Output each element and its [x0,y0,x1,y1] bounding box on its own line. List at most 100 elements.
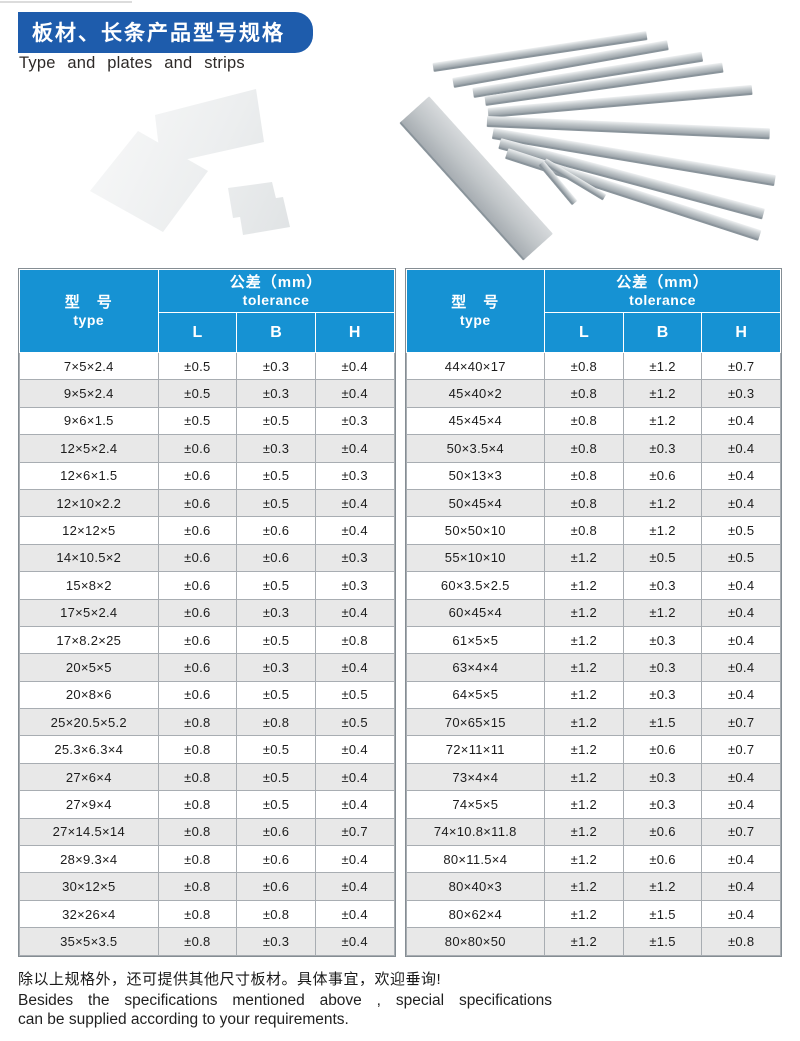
col-header-l: L [157,312,238,353]
cell-tolerance-h: ±0.7 [701,817,781,847]
cell-tolerance-b: ±1.2 [622,598,703,627]
cell-tolerance-h: ±0.4 [701,406,781,436]
table-row: 45×40×2 ±0.8 ±1.2 ±0.3 [405,379,781,408]
table-row: 50×13×3 ±0.8 ±0.6 ±0.4 [405,461,781,490]
cell-tolerance-l: ±1.2 [544,817,624,847]
cell-tolerance-b: ±0.3 [236,351,316,381]
strips-photo [390,18,792,263]
cell-tolerance-h: ±0.5 [314,708,395,737]
col-header-b: B [236,312,316,353]
cell-tolerance-h: ±0.4 [701,625,781,655]
cell-type: 50×3.5×4 [405,434,546,463]
cell-tolerance-h: ±0.3 [314,571,395,600]
cell-type: 27×14.5×14 [19,817,159,847]
cell-tolerance-h: ±0.5 [701,516,781,545]
cell-tolerance-b: ±0.3 [236,927,316,956]
cell-tolerance-b: ±0.6 [622,845,703,874]
spec-table-right: 型 号 type 公差（mm） tolerance L B H [405,269,782,956]
cell-type: 28×9.3×4 [19,845,159,874]
cell-tolerance-l: ±1.2 [544,598,624,627]
table-row: 30×12×5 ±0.8 ±0.6 ±0.4 [19,872,395,901]
tolerance-header-en: tolerance [629,292,696,308]
cell-tolerance-l: ±1.2 [544,872,624,901]
top-rule [0,1,132,3]
cell-tolerance-b: ±0.3 [622,680,703,710]
left-table-body: 7×5×2.4 ±0.5 ±0.3 ±0.4 9×5×2.4 ±0.5 ±0.3… [19,351,395,956]
cell-tolerance-b: ±0.6 [236,543,316,573]
table-row: 80×62×4 ±1.2 ±1.5 ±0.4 [405,899,781,929]
footer-note: 除以上规格外，还可提供其他尺寸板材。具体事宜，欢迎垂询! Besides the… [18,970,552,1029]
cell-tolerance-l: ±0.6 [157,543,238,573]
cell-tolerance-b: ±1.2 [622,406,703,436]
cell-type: 70×65×15 [405,708,546,737]
cell-tolerance-l: ±1.2 [544,735,624,764]
cell-tolerance-l: ±0.8 [544,516,624,545]
cell-tolerance-l: ±0.8 [544,434,624,463]
cell-tolerance-b: ±1.2 [622,872,703,901]
cell-tolerance-b: ±0.3 [236,653,316,682]
cell-tolerance-l: ±1.2 [544,571,624,600]
cell-tolerance-h: ±0.3 [314,406,395,436]
tolerance-header-zh: 公差（mm） [616,274,709,291]
cell-tolerance-h: ±0.4 [701,762,781,792]
cell-tolerance-h: ±0.4 [314,516,395,545]
cell-tolerance-b: ±1.2 [622,379,703,408]
cell-tolerance-l: ±0.8 [157,872,238,901]
cell-tolerance-h: ±0.7 [701,351,781,381]
table-row: 50×50×10 ±0.8 ±1.2 ±0.5 [405,516,781,545]
cell-tolerance-l: ±0.8 [157,790,238,819]
cell-tolerance-h: ±0.4 [701,571,781,600]
cell-tolerance-h: ±0.4 [701,845,781,874]
table-row: 20×5×5 ±0.6 ±0.3 ±0.4 [19,653,395,682]
cell-tolerance-b: ±0.3 [622,790,703,819]
cell-tolerance-b: ±0.3 [236,598,316,627]
cell-tolerance-h: ±0.4 [314,845,395,874]
cell-tolerance-h: ±0.4 [701,872,781,901]
tolerance-column-header: 公差（mm） tolerance [544,269,781,313]
cell-tolerance-l: ±0.5 [157,351,238,381]
cell-tolerance-b: ±0.5 [236,735,316,764]
footer-note-en-line1: Besides the specifications mentioned abo… [18,992,552,1009]
table-row: 80×11.5×4 ±1.2 ±0.6 ±0.4 [405,845,781,874]
cell-type: 45×45×4 [405,406,546,436]
cell-tolerance-l: ±1.2 [544,625,624,655]
cell-tolerance-b: ±0.6 [236,845,316,874]
cell-type: 30×12×5 [19,872,159,901]
cell-tolerance-l: ±0.8 [544,406,624,436]
table-row: 73×4×4 ±1.2 ±0.3 ±0.4 [405,762,781,792]
table-row: 80×80×50 ±1.2 ±1.5 ±0.8 [405,927,781,956]
cell-tolerance-l: ±0.6 [157,516,238,545]
plate-image-small-top [228,182,279,218]
cell-tolerance-h: ±0.8 [314,625,395,655]
cell-tolerance-l: ±0.8 [544,461,624,490]
cell-type: 60×45×4 [405,598,546,627]
table-row: 12×6×1.5 ±0.6 ±0.5 ±0.3 [19,461,395,490]
cell-type: 12×10×2.2 [19,488,159,518]
cell-tolerance-l: ±0.6 [157,625,238,655]
cell-tolerance-b: ±1.5 [622,899,703,929]
cell-type: 63×4×4 [405,653,546,682]
table-row: 12×5×2.4 ±0.6 ±0.3 ±0.4 [19,434,395,463]
cell-tolerance-h: ±0.4 [701,598,781,627]
table-row: 27×9×4 ±0.8 ±0.5 ±0.4 [19,790,395,819]
cell-tolerance-b: ±0.6 [622,461,703,490]
cell-tolerance-b: ±0.5 [236,571,316,600]
table-row: 45×45×4 ±0.8 ±1.2 ±0.4 [405,406,781,436]
cell-tolerance-h: ±0.4 [314,598,395,627]
col-header-b: B [622,312,703,353]
cell-type: 44×40×17 [405,351,546,381]
cell-tolerance-b: ±1.5 [622,927,703,956]
table-row: 44×40×17 ±0.8 ±1.2 ±0.7 [405,351,781,381]
cell-type: 35×5×3.5 [19,927,159,956]
col-header-l: L [544,312,624,353]
table-row: 72×11×11 ±1.2 ±0.6 ±0.7 [405,735,781,764]
cell-tolerance-b: ±1.5 [622,708,703,737]
table-row: 74×5×5 ±1.2 ±0.3 ±0.4 [405,790,781,819]
cell-type: 74×10.8×11.8 [405,817,546,847]
cell-tolerance-b: ±0.3 [622,625,703,655]
cell-type: 27×6×4 [19,762,159,792]
table-row: 12×10×2.2 ±0.6 ±0.5 ±0.4 [19,488,395,518]
cell-type: 60×3.5×2.5 [405,571,546,600]
cell-tolerance-h: ±0.4 [701,461,781,490]
